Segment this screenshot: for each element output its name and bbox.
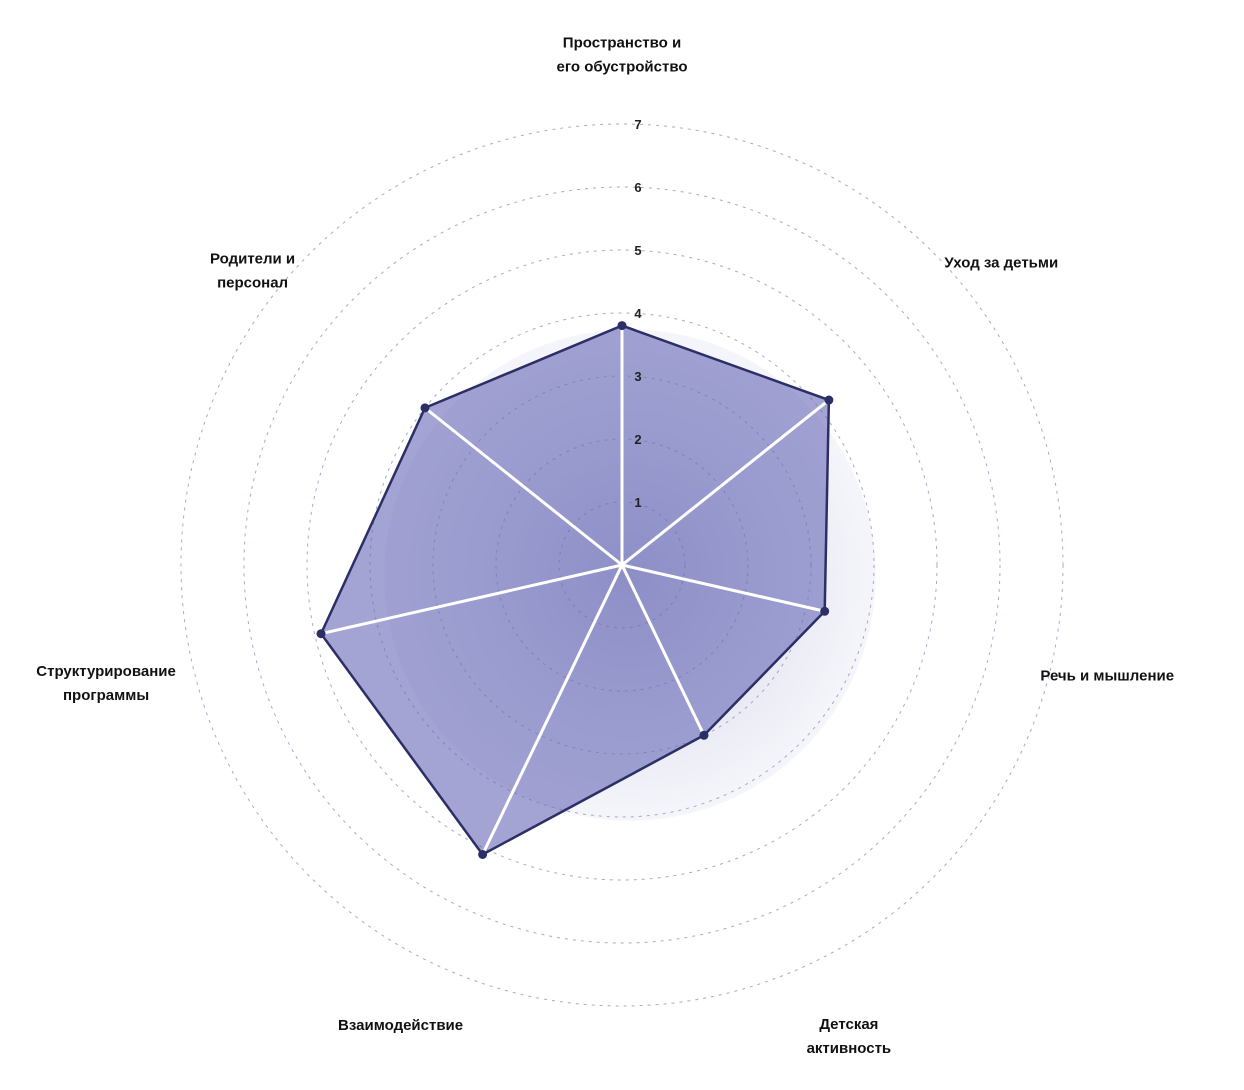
axis-label-1-line-0: Уход за детьми [944,255,1058,272]
tick-label-1: 1 [634,495,641,510]
radial-tick-labels: 1 2 3 4 5 6 7 [634,117,642,510]
data-point-0 [617,321,627,331]
grid-ring-7 [180,123,1064,1007]
axis-label-3-line-1: активность [807,1040,892,1057]
spoke-4 [481,564,624,856]
axis-label-6-line-0: Родители и [210,250,295,267]
axis-label-5-line-1: программы [63,687,149,704]
series-polygon-0 [319,324,831,857]
data-point-4 [478,849,488,859]
axis-label-3-line-0: Детская [819,1016,878,1033]
axis-label-0-line-0: Пространство и [563,35,681,52]
axis-label-5-line-0: Структурирование [36,663,176,680]
tick-label-5: 5 [634,243,641,258]
axis-label-1: Уход за детьми [944,255,1058,272]
grid-ring-6 [243,186,1001,944]
axis-labels: Пространство и его обустройство Уход за де… [36,35,1174,1057]
tick-label-2: 2 [634,432,641,447]
data-point-3 [699,730,709,740]
axis-label-2: Речь и мышление [1040,668,1174,685]
data-point-6 [420,403,430,413]
axis-label-3: Детская активность [807,1016,892,1057]
tick-label-4: 4 [634,306,642,321]
tick-label-3: 3 [634,369,641,384]
data-point-1 [824,395,834,405]
axis-label-5: Структурирование программы [36,663,176,704]
spoke-1 [621,398,830,567]
spoke-2 [621,563,826,613]
tick-label-7: 7 [634,117,641,132]
spoke-3 [620,564,706,736]
spoke-5 [320,563,623,636]
data-series [319,324,831,857]
tick-label-6: 6 [634,180,641,195]
axis-label-0-line-1: его обустройство [556,59,687,76]
axis-label-6-line-1: персонал [217,274,288,291]
spoke-6 [424,406,623,567]
grid-ring-5 [306,249,938,881]
axis-label-4-line-0: Взаимодействие [338,1017,463,1034]
axis-label-2-line-0: Речь и мышление [1040,668,1174,685]
axis-label-6: Родители и персонал [210,250,295,291]
axis-label-4: Взаимодействие [338,1017,463,1034]
spokes [320,325,830,856]
data-point-5 [316,629,326,639]
data-point-2 [820,606,830,616]
data-points [316,321,834,859]
axis-label-0: Пространство и его обустройство [556,35,687,76]
